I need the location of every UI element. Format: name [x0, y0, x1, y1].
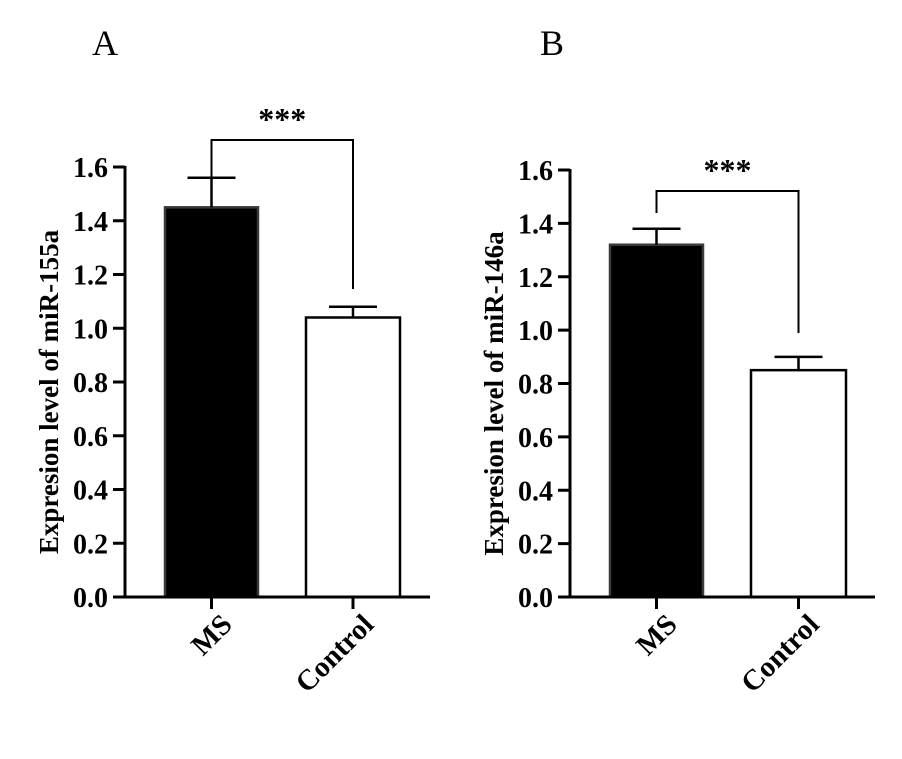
chart-panel-b: B Expresion level of miR-146a 0.0 0.2 0.4 0.6…: [479, 23, 875, 699]
panel-label: A: [92, 23, 118, 63]
y-tick-label: 0.4: [73, 476, 108, 507]
x-tick-label-ms: MS: [185, 608, 238, 661]
y-tick-label: 0.8: [518, 370, 553, 401]
y-tick-label: 1.4: [73, 207, 108, 238]
y-tick-label: 0.6: [73, 422, 108, 453]
bar-ms: [163, 206, 260, 599]
y-tick-label: 0.0: [518, 583, 553, 614]
panel-label: B: [540, 23, 564, 63]
y-tick-label: 1.2: [518, 263, 553, 294]
chart-panel-a: A Expresion level of miR-155a 0.0 0.2 0.4 0.6…: [34, 23, 430, 699]
y-tick-label: 0.6: [518, 423, 553, 454]
y-tick-label: 0.0: [73, 583, 108, 614]
y-tick-label: 1.6: [518, 156, 553, 187]
bar-control: [304, 316, 402, 599]
y-tick-label: 1.4: [518, 209, 553, 240]
significance-label: ***: [704, 152, 752, 188]
significance-bracket: [210, 139, 354, 289]
y-tick-label: 1.0: [73, 314, 108, 345]
significance-bracket: [655, 190, 800, 333]
y-axis-label: Expresion level of miR-155a: [34, 229, 64, 554]
x-tick-label-control: Control: [289, 608, 380, 699]
y-tick-label: 1.2: [73, 261, 108, 292]
y-tick-label: 1.0: [518, 316, 553, 347]
y-axis-label: Expresion level of miR-146a: [479, 231, 509, 556]
y-tick-label: 0.2: [518, 530, 553, 561]
bar-control: [749, 368, 848, 599]
y-tick-label: 1.6: [73, 153, 108, 184]
x-tick-label-ms: MS: [630, 608, 683, 661]
y-tick-label: 0.2: [73, 529, 108, 560]
bar-ms: [608, 243, 705, 599]
significance-label: ***: [258, 101, 306, 137]
x-tick-label-control: Control: [735, 608, 826, 699]
y-tick-label: 0.4: [518, 476, 553, 507]
y-tick-label: 0.8: [73, 368, 108, 399]
